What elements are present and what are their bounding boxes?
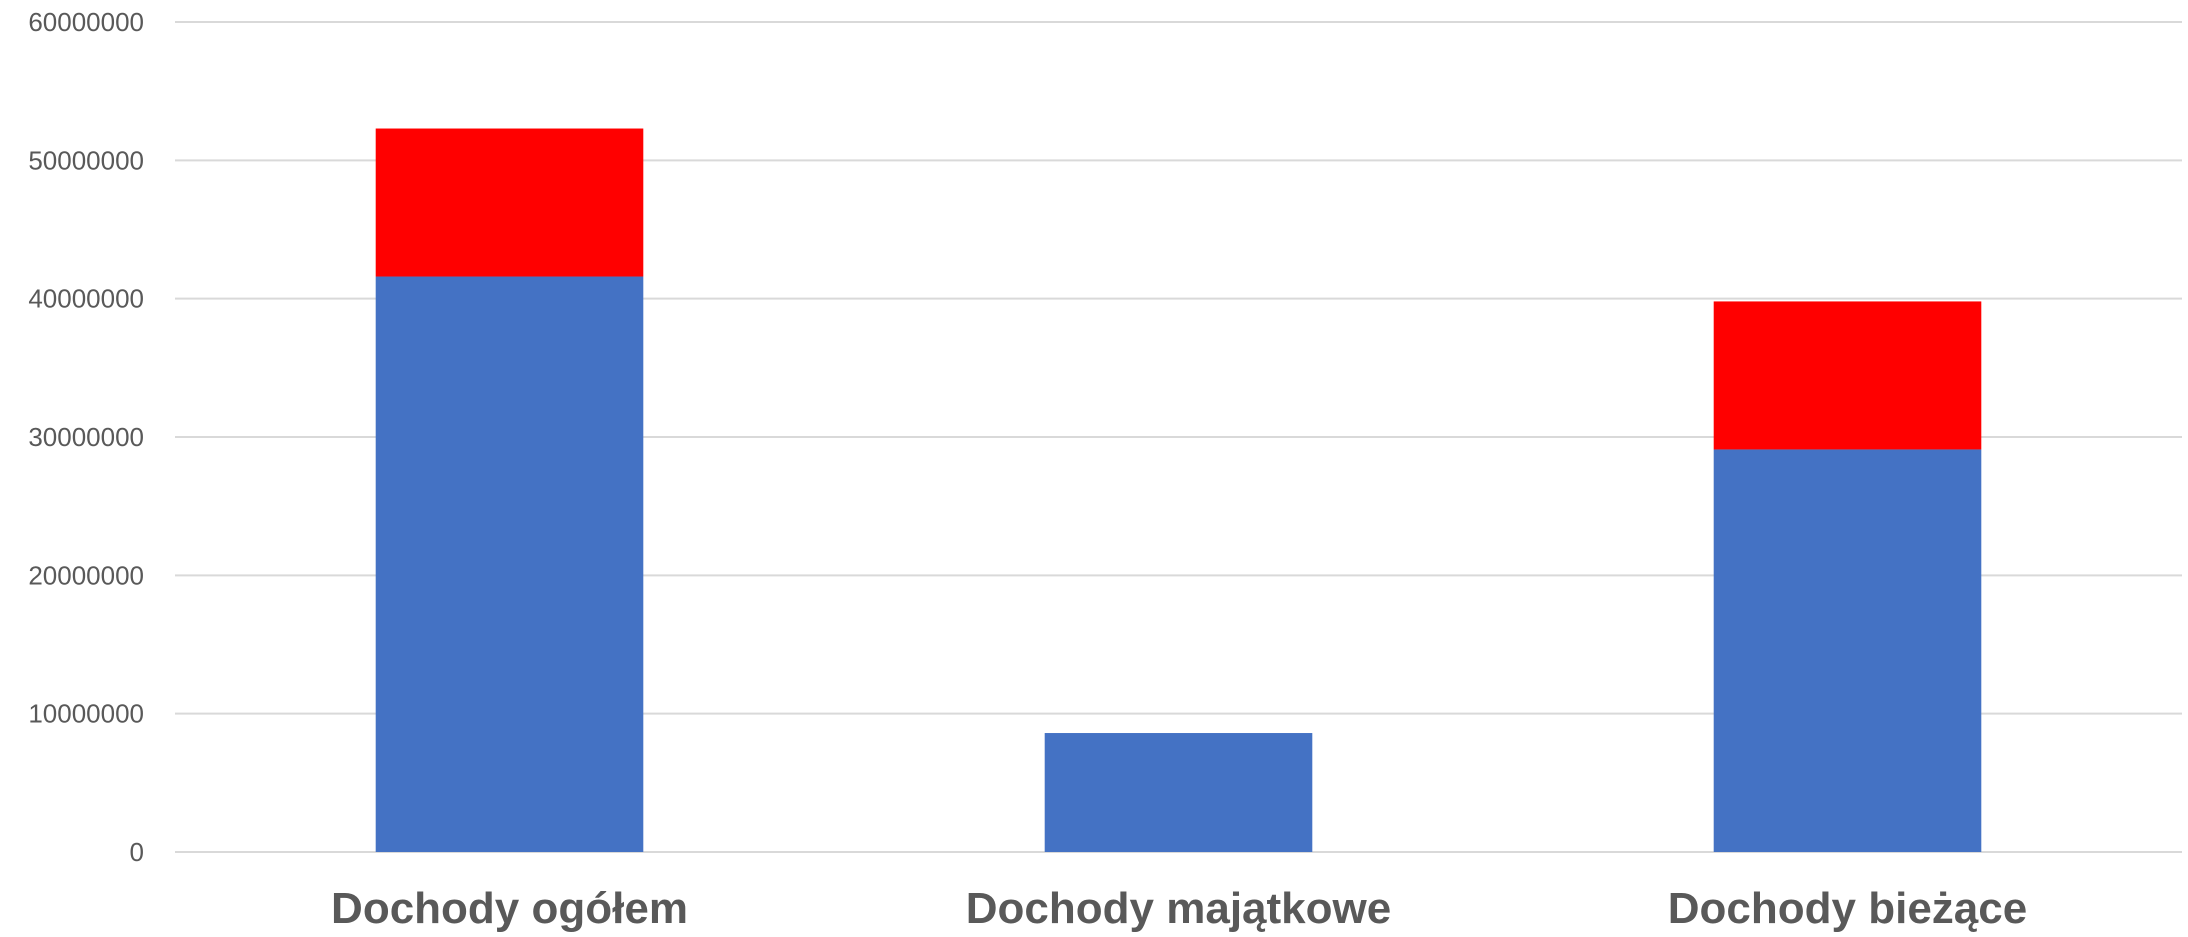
bar-segment-series-2: [375, 128, 644, 277]
y-tick-label: 30000000: [28, 422, 144, 452]
y-axis-tick-labels: 0 10000000 20000000 30000000 40000000 5000000…: [28, 7, 144, 867]
y-tick-label: 50000000: [28, 145, 144, 175]
y-tick-label: 40000000: [28, 284, 144, 314]
bar-segment-series-1: [375, 276, 644, 852]
y-tick-label: 60000000: [28, 7, 144, 37]
bar-segment-series-1: [1713, 449, 1982, 852]
x-category-label: Dochody ogółem: [331, 884, 688, 932]
x-axis-category-labels: Dochody ogółem Dochody majątkowe Dochody b…: [331, 884, 2027, 933]
bars: [375, 128, 1982, 852]
y-tick-label: 20000000: [28, 560, 144, 590]
x-category-label: Dochody majątkowe: [966, 884, 1391, 932]
bar-segment-series-2: [1713, 301, 1982, 450]
x-category-label: Dochody bieżące: [1668, 884, 2027, 932]
y-tick-label: 0: [130, 837, 144, 867]
bar-segment-series-1: [1044, 733, 1313, 852]
y-tick-label: 10000000: [28, 699, 144, 729]
